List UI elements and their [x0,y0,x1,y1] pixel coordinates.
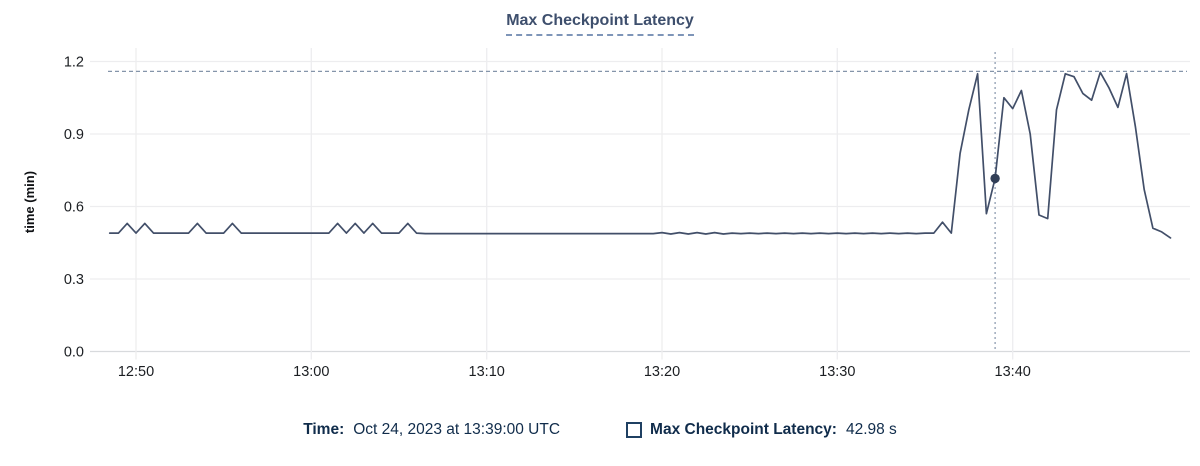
y-tick-label: 0.3 [64,272,84,288]
x-tick-label: 13:20 [644,364,680,380]
legend-series-item[interactable]: Max Checkpoint Latency: 42.98 s [626,421,897,439]
y-axis-label: time (min) [22,170,37,234]
y-tick-label: 0.0 [64,345,84,361]
legend-time-label: Time: [303,421,345,438]
chart-header: Max Checkpoint Latency [0,12,1200,36]
y-tick-label: 0.9 [64,127,84,143]
x-tick-label: 13:40 [995,364,1031,380]
y-tick-label: 1.2 [64,55,84,71]
y-tick-label: 0.6 [64,200,84,216]
legend-time-value: Oct 24, 2023 at 13:39:00 UTC [353,421,561,438]
legend-series-label: Max Checkpoint Latency: [650,421,837,438]
x-tick-label: 13:30 [819,364,855,380]
selected-point-dot [990,173,1000,184]
legend-row: Time: Oct 24, 2023 at 13:39:00 UTC Max C… [0,421,1200,439]
x-tick-label: 12:50 [118,364,154,380]
x-tick-label: 13:00 [293,364,329,380]
chart-title[interactable]: Max Checkpoint Latency [506,12,694,36]
series-swatch-icon[interactable] [626,422,643,438]
legend-series-value: 42.98 s [845,421,897,438]
x-tick-label: 13:10 [469,364,505,380]
series-line [108,71,1172,239]
chart-plot-area[interactable] [108,48,1187,352]
legend-time-item: Time: Oct 24, 2023 at 13:39:00 UTC [303,421,560,439]
